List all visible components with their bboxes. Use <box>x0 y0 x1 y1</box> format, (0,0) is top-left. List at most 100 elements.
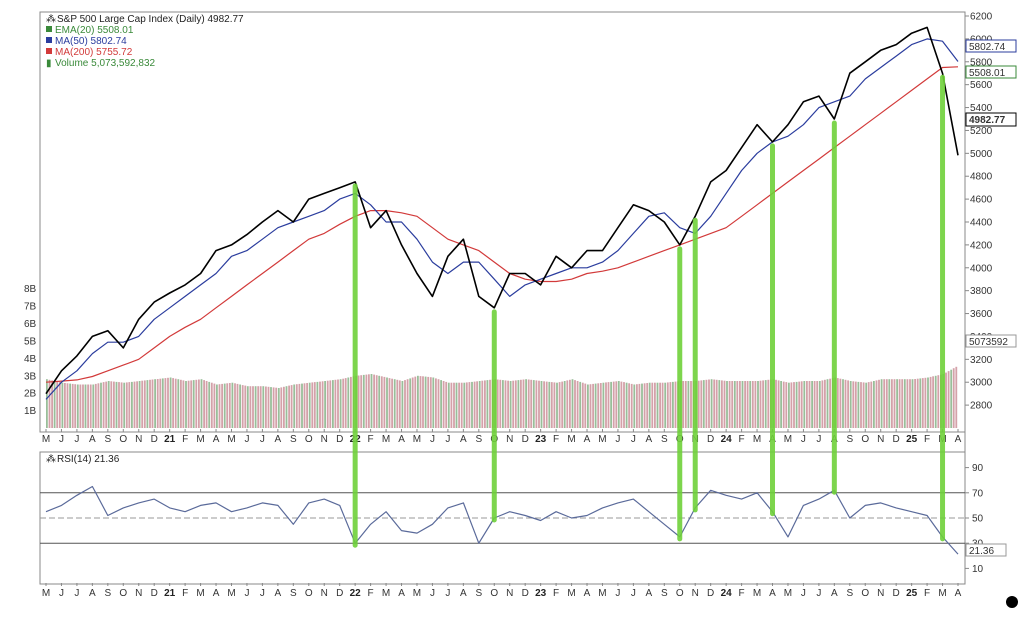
volume-bar <box>867 382 870 428</box>
volume-bar <box>128 382 131 428</box>
volume-bar <box>710 379 713 428</box>
volume-bar <box>767 379 770 428</box>
volume-bar <box>486 380 489 428</box>
volume-bar <box>89 384 92 428</box>
volume-bar <box>223 383 226 428</box>
volume-bar <box>313 382 316 428</box>
x-tick-label: S <box>475 588 482 599</box>
volume-bar <box>484 380 486 428</box>
volume-bar <box>216 384 218 428</box>
volume-bar <box>107 381 110 428</box>
volume-bar <box>198 379 200 428</box>
x-tick-label: M <box>753 588 761 599</box>
volume-bar <box>489 379 491 428</box>
x-tick-label: S <box>475 434 482 445</box>
rsi-value-label: 21.36 <box>969 546 994 557</box>
volume-bar <box>177 379 180 428</box>
x-tick-label: N <box>135 434 142 445</box>
volume-bar <box>64 383 66 428</box>
volume-bar <box>427 376 430 428</box>
volume-bar <box>646 383 649 428</box>
volume-bar <box>715 379 718 428</box>
x-tick-label: 24 <box>721 588 733 599</box>
volume-bar <box>813 381 816 428</box>
volume-bar <box>473 381 476 428</box>
x-tick-label: N <box>877 434 884 445</box>
volume-bar <box>228 383 231 428</box>
volume-bar <box>875 380 878 428</box>
x-tick-label: F <box>924 434 930 445</box>
volume-bar <box>368 374 370 428</box>
volume-bar <box>728 381 731 428</box>
x-tick-label: M <box>227 434 235 445</box>
legend-ma200: MA(200) 5755.72 <box>55 47 133 58</box>
x-tick-label: N <box>321 588 328 599</box>
price-tick-label: 6200 <box>970 12 993 23</box>
volume-bar <box>115 381 118 428</box>
volume-bar <box>762 380 764 428</box>
volume-bar <box>545 381 548 428</box>
volume-bar <box>777 380 780 428</box>
volume-bar <box>571 379 574 428</box>
volume-bar <box>589 384 592 428</box>
x-tick-label: M <box>598 588 606 599</box>
x-tick-label: M <box>196 434 204 445</box>
volume-bar <box>726 381 728 428</box>
x-tick-label: O <box>861 588 869 599</box>
volume-bar <box>221 383 223 428</box>
volume-bar <box>525 379 527 428</box>
volume-tick-label: 6B <box>24 319 37 330</box>
volume-bar <box>741 381 744 428</box>
volume-bar <box>581 382 584 428</box>
volume-bar <box>321 381 324 428</box>
volume-bar <box>661 382 664 428</box>
x-tick-label: S <box>846 434 853 445</box>
volume-bar <box>362 374 365 428</box>
x-tick-label: S <box>661 434 668 445</box>
volume-bar <box>123 382 126 428</box>
volume-bar <box>339 379 342 428</box>
price-panel-frame <box>39 11 966 433</box>
volume-bar <box>295 384 298 428</box>
x-tick-label: A <box>213 434 220 445</box>
volume-bar <box>180 379 182 428</box>
volume-bar <box>690 381 692 428</box>
volume-bar <box>120 382 123 428</box>
x-tick-label: M <box>196 588 204 599</box>
price-tick-label: 4000 <box>970 263 993 274</box>
volume-bar <box>612 381 615 428</box>
x-tick-label: M <box>413 588 421 599</box>
volume-bar <box>651 382 654 428</box>
x-tick-label: A <box>769 588 776 599</box>
x-tick-label: J <box>801 588 806 599</box>
volume-bar <box>625 382 628 428</box>
volume-bar <box>664 382 667 428</box>
volume-bar <box>550 382 553 428</box>
ma200-line-group <box>45 66 959 383</box>
volume-bar <box>906 379 909 428</box>
volume-bar <box>891 379 893 428</box>
x-tick-label: J <box>74 588 79 599</box>
vertical-markers <box>352 74 946 548</box>
volume-bar <box>131 381 133 428</box>
volume-bar <box>563 381 566 428</box>
x-tick-label: A <box>398 588 405 599</box>
volume-bar <box>558 382 561 428</box>
volume-bar <box>504 380 507 428</box>
x-tick-label: N <box>506 434 513 445</box>
ma50-value-box <box>965 39 1017 53</box>
x-tick-label: D <box>336 588 343 599</box>
rsi-axis: 1030507090 <box>965 463 984 575</box>
volume-bar <box>259 386 262 428</box>
volume-bar <box>684 381 687 428</box>
volume-bar <box>708 379 710 428</box>
volume-bar <box>272 387 275 428</box>
volume-bar <box>350 376 352 428</box>
volume-bar <box>615 381 618 428</box>
x-tick-label: J <box>244 588 249 599</box>
x-tick-label: S <box>661 588 668 599</box>
volume-bar <box>800 381 803 428</box>
volume-bar <box>298 383 301 428</box>
volume-bar <box>257 386 260 428</box>
x-tick-label: F <box>739 434 745 445</box>
